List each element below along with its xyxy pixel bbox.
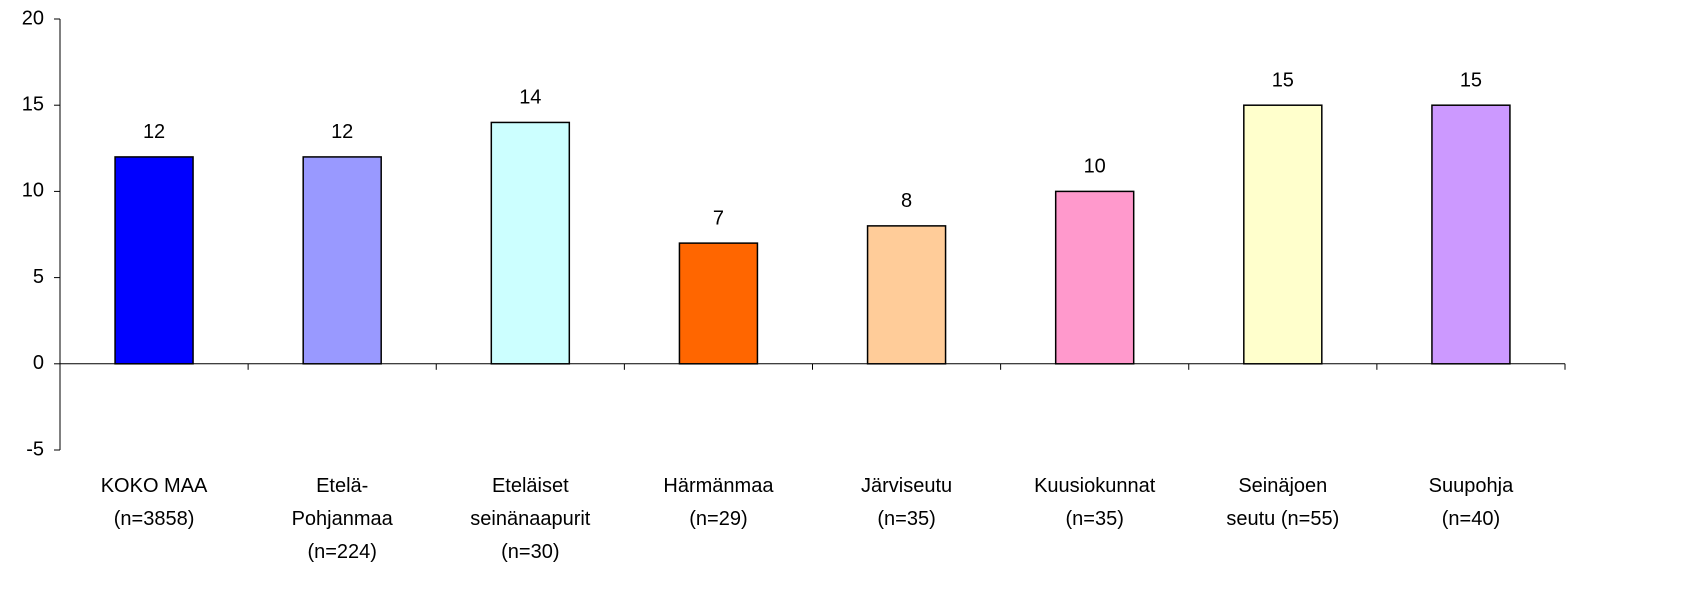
bar — [866, 225, 947, 365]
bar — [490, 121, 571, 365]
y-tick-label: 10 — [22, 180, 44, 202]
y-tick-label: 20 — [22, 7, 44, 29]
x-tick-label: Etelä-Pohjanmaa (n=224) — [292, 475, 394, 563]
y-tick-label: -5 — [26, 438, 44, 460]
y-tick-label: 0 — [33, 352, 44, 374]
bar — [1243, 104, 1323, 365]
value-label: 10 — [1084, 156, 1106, 178]
bar — [1054, 190, 1135, 365]
bar — [302, 156, 382, 365]
x-tick-label: Eteläiset seinänaapurit (n=30) — [470, 475, 591, 563]
value-label: 12 — [143, 121, 165, 143]
bar — [1431, 104, 1511, 365]
y-tick-label: 5 — [33, 266, 44, 288]
x-tick-label: Suupohja (n=40) — [1429, 475, 1514, 530]
x-tick-label: Seinäjoen seutu (n=55) — [1226, 475, 1339, 530]
value-label: 8 — [901, 190, 912, 212]
x-tick-label: Härmänmaa (n=29) — [663, 475, 774, 530]
x-tick-label: Järviseutu (n=35) — [861, 475, 952, 530]
bar — [678, 242, 759, 365]
value-label: 14 — [519, 87, 541, 109]
y-tick-label: 15 — [22, 93, 44, 115]
x-tick-label: KOKO MAA (n=3858) — [101, 475, 208, 530]
value-label: 15 — [1460, 69, 1482, 91]
x-tick-label: Kuusiokunnat (n=35) — [1034, 475, 1156, 530]
value-label: 12 — [331, 121, 353, 143]
bar — [114, 156, 194, 365]
value-label: 15 — [1272, 69, 1294, 91]
value-label: 7 — [713, 207, 724, 229]
